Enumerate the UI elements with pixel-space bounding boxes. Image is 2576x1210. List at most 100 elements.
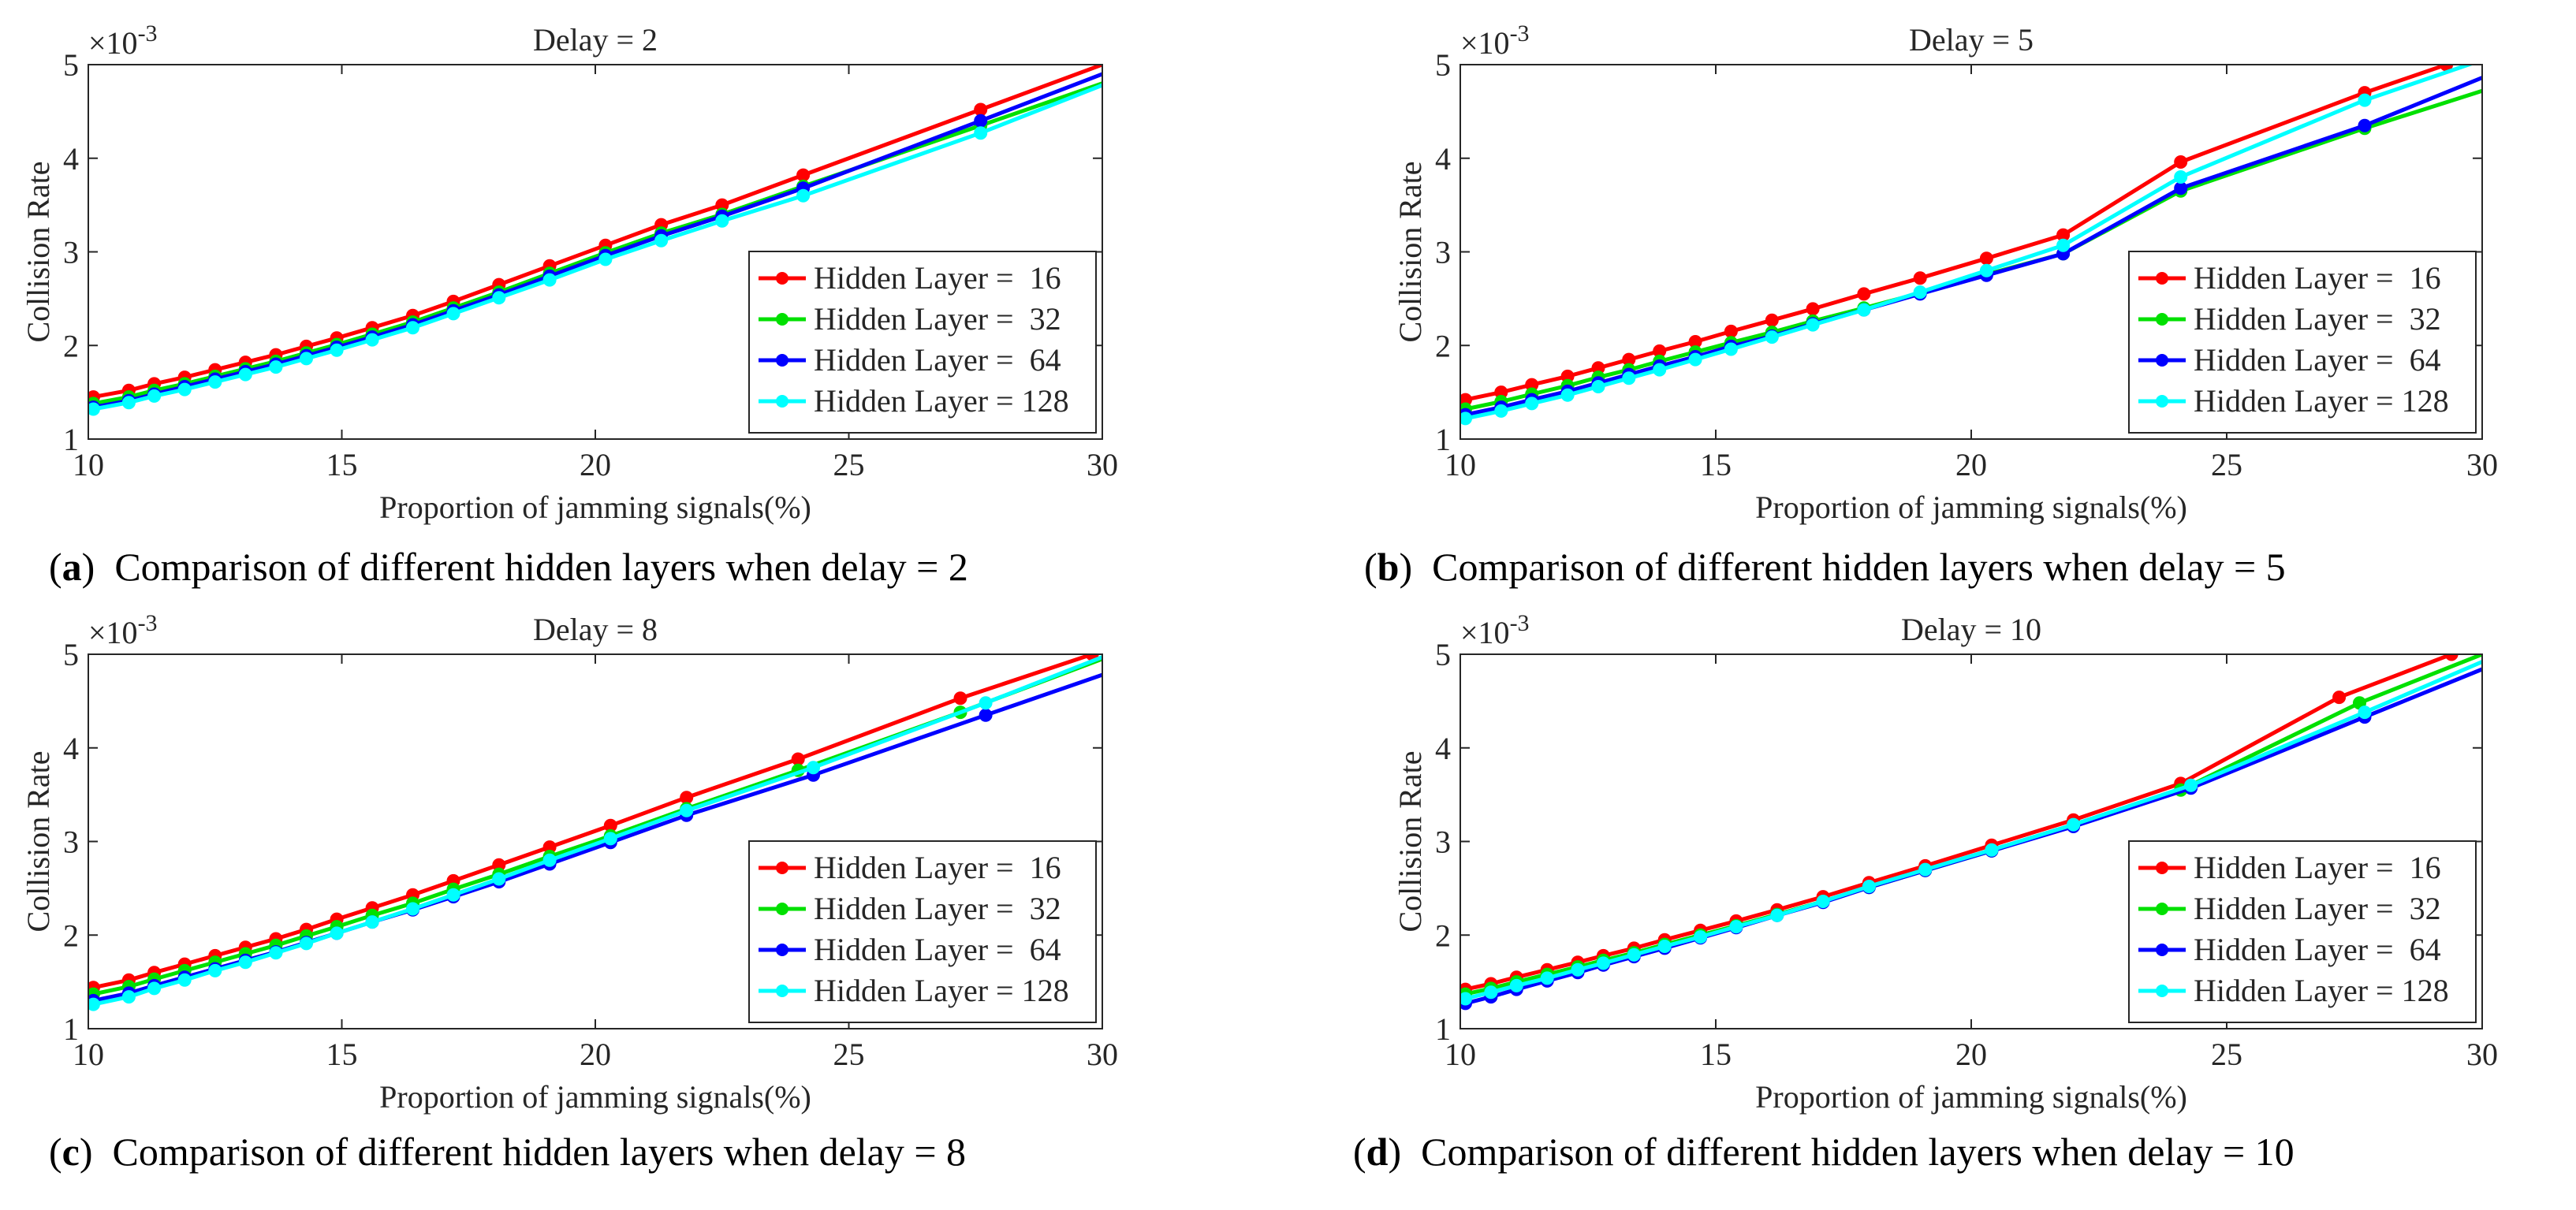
legend-label: Hidden Layer = 64: [2194, 932, 2441, 967]
data-point: [1724, 324, 1738, 338]
chart-a: 10 15 20 25 30 1 2 3 4 5×10-3 Delay = 2 Proportion …: [21, 20, 1118, 525]
data-point: [406, 321, 419, 335]
x-tick-label: 25: [2211, 1037, 2242, 1072]
x-tick-label: 15: [1700, 447, 1732, 482]
legend-label: Hidden Layer = 128: [2194, 973, 2449, 1008]
chart-c: 10 15 20 25 30 1 2 3 4 5 ×10-3 Delay = 8 Proportion …: [21, 610, 1118, 1115]
legend-label: Hidden Layer = 16: [814, 260, 1061, 296]
legend-marker: [776, 313, 788, 326]
y-exponent-label: ×10-3: [88, 610, 158, 650]
legend-marker: [2156, 985, 2168, 997]
legend-item-0: Hidden Layer = 16: [759, 850, 1061, 885]
y-tick-label: 4: [1435, 731, 1451, 766]
data-point: [300, 936, 313, 951]
y-exponent: -3: [138, 20, 158, 47]
chart-title: Delay = 5: [1909, 22, 2034, 58]
plot-area: [1460, 65, 2482, 426]
y-tick-label: 1: [63, 422, 79, 457]
data-point: [1816, 895, 1830, 908]
data-point: [1494, 404, 1508, 418]
data-point: [147, 981, 162, 996]
y-axis-label: Collision Rate: [1392, 751, 1428, 933]
legend-label: Hidden Layer = 128: [814, 973, 1069, 1008]
y-axis-label: Collision Rate: [21, 751, 56, 933]
legend-item-0: Hidden Layer = 16: [2138, 260, 2441, 296]
legend-item-1: Hidden Layer = 32: [759, 301, 1061, 337]
caption-text: Comparison of different hidden layers wh…: [112, 1130, 967, 1174]
data-point: [1571, 962, 1585, 977]
legend-item-2: Hidden Layer = 64: [759, 342, 1061, 378]
data-point: [330, 343, 344, 357]
data-point: [2358, 118, 2372, 132]
data-point: [2358, 93, 2372, 107]
series-3: [88, 655, 1102, 1011]
x-tick-label: 20: [1955, 1037, 1987, 1072]
legend-marker: [2156, 354, 2168, 367]
caption-a: (a) Comparison of different hidden layer…: [49, 545, 968, 589]
y-tick-label: 1: [63, 1011, 79, 1047]
data-point: [974, 126, 988, 140]
caption-text: Comparison of different hidden layers wh…: [114, 545, 968, 589]
data-point: [1657, 940, 1672, 953]
legend-marker: [2156, 313, 2168, 326]
y-tick-label: 5: [63, 47, 79, 83]
data-point: [2067, 817, 2081, 832]
data-point: [121, 396, 136, 410]
caption-tag: b: [1377, 545, 1400, 589]
data-point: [1627, 948, 1641, 962]
legend-box: [2128, 840, 2477, 1023]
data-point: [365, 915, 379, 929]
legend-label: Hidden Layer = 32: [2194, 301, 2441, 337]
x-tick-label: 20: [1955, 447, 1987, 482]
legend-box: [748, 840, 1097, 1023]
caption-text: Comparison of different hidden layers wh…: [1432, 545, 2286, 589]
legend-label: Hidden Layer = 128: [814, 383, 1069, 419]
y-tick-label: 2: [1435, 328, 1451, 363]
y-tick-label: 5: [1435, 637, 1451, 672]
legend-item-1: Hidden Layer = 32: [2138, 891, 2441, 926]
data-point: [446, 307, 460, 321]
x-tick-label: 25: [833, 447, 865, 482]
legend-item-2: Hidden Layer = 64: [759, 932, 1061, 967]
data-point: [177, 382, 192, 397]
legend: Hidden Layer = 16 Hidden Layer = 32 Hidden…: [748, 840, 1097, 1023]
data-point: [2174, 155, 2188, 169]
x-axis-label: Proportion of jamming signals(%): [379, 1079, 811, 1115]
x-tick-label: 20: [580, 447, 611, 482]
y-axis-label: Collision Rate: [1392, 162, 1428, 343]
x-tick-label: 30: [1087, 1037, 1118, 1072]
caption-b: (b) Comparison of different hidden layer…: [1364, 545, 2286, 589]
data-point: [446, 888, 460, 902]
chart-title: Delay = 10: [1901, 612, 2041, 647]
plot-area: [1460, 654, 2482, 1011]
legend-marker: [2156, 944, 2168, 956]
data-point: [979, 708, 993, 722]
data-point: [1857, 287, 1871, 301]
legend-label: Hidden Layer = 128: [2194, 383, 2449, 419]
data-point: [1540, 971, 1554, 985]
data-point: [680, 803, 694, 817]
data-point: [1460, 411, 1472, 426]
legend-label: Hidden Layer = 64: [814, 932, 1061, 967]
data-point: [796, 188, 811, 203]
data-point: [2332, 691, 2347, 705]
data-point: [2056, 238, 2071, 252]
data-point: [2358, 706, 2372, 720]
data-point: [208, 963, 222, 977]
data-point: [1484, 985, 1498, 1000]
data-point: [680, 791, 694, 805]
y-tick-label: 1: [1435, 422, 1451, 457]
data-point: [330, 926, 344, 940]
chart-b: 10 15 20 25 30 1 2 3 4 5×10-3 Delay = 5 Proportion …: [1392, 20, 2498, 525]
data-point: [1688, 352, 1702, 367]
data-point: [1979, 263, 1993, 277]
data-point: [2174, 181, 2188, 195]
y-exponent-label: ×10-3: [1460, 20, 1530, 61]
data-point: [1765, 330, 1779, 344]
data-point: [542, 273, 557, 287]
y-exponent-label: ×10-3: [1460, 610, 1530, 650]
data-point: [1729, 920, 1743, 934]
x-tick-label: 10: [73, 447, 104, 482]
data-point: [1591, 380, 1605, 393]
